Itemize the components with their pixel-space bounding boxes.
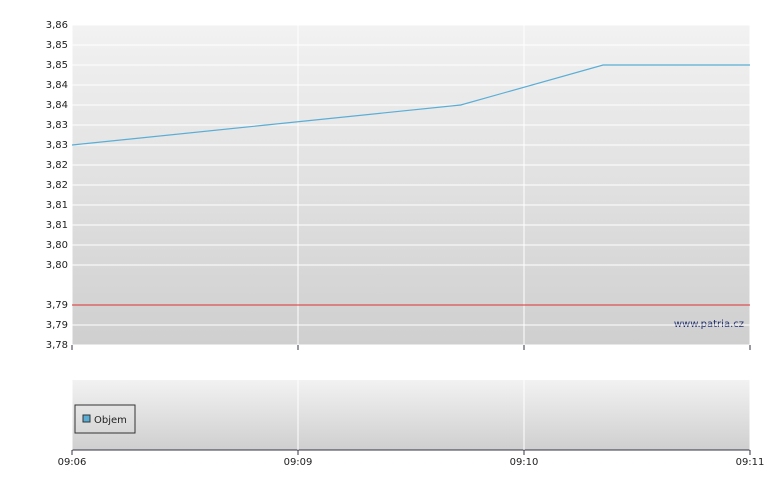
y-tick-label: 3,84 xyxy=(46,80,68,91)
y-tick-label: 3,80 xyxy=(46,240,68,251)
y-tick-label: 3,79 xyxy=(46,300,68,311)
y-tick-label: 3,81 xyxy=(46,200,68,211)
y-tick-label: 3,81 xyxy=(46,220,68,231)
x-tick-label: 09:09 xyxy=(284,457,313,468)
legend-swatch xyxy=(82,414,91,423)
y-tick-label: 3,85 xyxy=(46,40,68,51)
legend-box xyxy=(74,404,136,434)
y-tick-label: 3,80 xyxy=(46,260,68,271)
y-tick-label: 3,83 xyxy=(46,120,68,131)
y-tick-label: 3,82 xyxy=(46,160,68,171)
x-tick-label: 09:11 xyxy=(736,457,765,468)
y-tick-label: 3,79 xyxy=(46,320,68,331)
data-line xyxy=(71,64,750,146)
y-tick-label: 3,78 xyxy=(46,340,68,351)
y-tick-label: 3,85 xyxy=(46,60,68,71)
y-tick-label: 3,84 xyxy=(46,100,68,111)
y-tick-label: 3,82 xyxy=(46,180,68,191)
y-tick-label: 3,86 xyxy=(46,20,68,31)
legend-label: Objem xyxy=(94,415,127,426)
x-tick-label: 09:10 xyxy=(510,457,539,468)
volume-area xyxy=(72,380,750,450)
x-tick-label: 09:06 xyxy=(58,457,87,468)
y-tick-label: 3,83 xyxy=(46,140,68,151)
